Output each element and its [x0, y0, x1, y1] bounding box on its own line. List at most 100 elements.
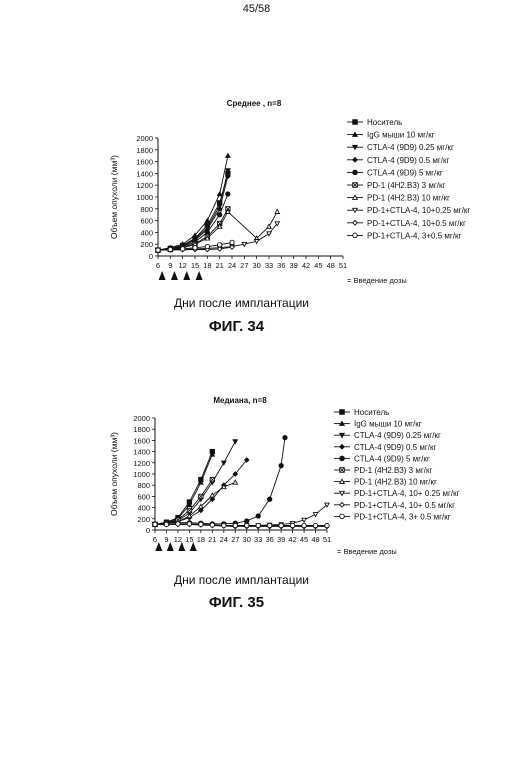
data-point-marker: [244, 522, 250, 529]
data-point-marker: [209, 451, 216, 457]
x-tick-label: 9: [168, 261, 172, 270]
data-point-marker: [351, 207, 359, 214]
legend-label: PD-1+CTLA-4, 10+ 0.5 мг/кг: [354, 501, 455, 510]
data-point-marker: [216, 205, 223, 212]
data-point-marker: [312, 522, 319, 529]
data-point-marker: [209, 477, 215, 483]
page-number: 45/58: [242, 3, 271, 15]
data-point-marker: [267, 522, 273, 529]
data-point-marker: [163, 521, 170, 528]
data-point-marker: [175, 521, 181, 527]
data-point-marker: [352, 219, 358, 226]
data-point-marker: [274, 208, 281, 214]
x-tick-label: 21: [208, 535, 216, 544]
legend-label: IgG мыши 10 мг/кг: [354, 420, 422, 429]
data-point-marker: [274, 221, 281, 227]
x-tick-label: 15: [191, 261, 199, 270]
data-point-marker: [278, 522, 284, 529]
data-point-marker: [339, 467, 345, 473]
legend-label: PD-1 (4H2.B3) 3 мг/кг: [367, 181, 445, 190]
data-point-marker: [225, 191, 231, 197]
y-tick-label: 2000: [136, 134, 153, 143]
series-line: [154, 479, 213, 525]
y-tick-label: 0: [149, 252, 153, 261]
x-tick-label: 33: [254, 535, 262, 544]
dose-marker-icon: [195, 271, 203, 280]
y-tick-label: 1600: [136, 158, 153, 167]
x-tick-label: 6: [153, 535, 157, 544]
data-point-marker: [241, 241, 248, 248]
figure-caption: ФИГ. 35: [208, 594, 265, 611]
data-point-marker: [209, 492, 216, 498]
data-point-marker: [255, 513, 261, 519]
y-tick-label: 1800: [136, 146, 153, 155]
dose-legend-note: = Введение дозы: [347, 276, 407, 285]
y-tick-label: 400: [140, 228, 153, 237]
data-point-marker: [338, 490, 346, 497]
y-tick-label: 1400: [136, 169, 153, 178]
data-point-marker: [267, 496, 273, 502]
data-point-marker: [244, 518, 250, 524]
chart-title: Среднее , n=8: [227, 99, 282, 108]
data-point-marker: [266, 223, 272, 229]
data-point-marker: [339, 443, 345, 450]
data-point-marker: [167, 246, 173, 253]
data-point-marker: [221, 522, 227, 529]
y-tick-label: 800: [140, 205, 153, 214]
dose-marker-icon: [170, 271, 178, 280]
x-tick-label: 39: [289, 261, 297, 270]
legend-label: PD-1 (4H2.B3) 10 мг/кг: [367, 194, 450, 203]
data-series: [155, 239, 235, 253]
data-point-marker: [217, 212, 223, 218]
data-point-marker: [220, 460, 227, 466]
legend-label: Носитель: [354, 408, 389, 417]
data-point-marker: [216, 246, 223, 252]
x-tick-label: 12: [174, 535, 182, 544]
dose-marker-icon: [166, 542, 174, 551]
dose-marker-icon: [158, 271, 166, 280]
y-tick-label: 2000: [133, 414, 150, 423]
series-line: [155, 523, 327, 526]
data-point-marker: [282, 434, 288, 441]
data-point-marker: [224, 168, 231, 174]
data-point-marker: [155, 247, 161, 253]
data-point-marker: [352, 156, 358, 163]
x-tick-label: 51: [339, 261, 347, 270]
data-point-marker: [351, 131, 359, 137]
data-point-marker: [338, 432, 346, 439]
legend-label: IgG мыши 10 мг/кг: [367, 131, 435, 140]
figure-caption: ФИГ. 34: [208, 318, 265, 335]
data-point-marker: [192, 245, 198, 251]
data-point-marker: [324, 522, 330, 529]
data-point-marker: [324, 502, 330, 508]
dose-marker-icon: [178, 542, 186, 551]
data-point-marker: [209, 496, 216, 503]
x-tick-label: 51: [323, 535, 331, 544]
data-point-marker: [216, 223, 223, 229]
y-tick-label: 1200: [136, 181, 153, 190]
data-point-marker: [289, 522, 296, 529]
legend-label: CTLA-4 (9D9) 0.25 мг/кг: [354, 431, 441, 440]
data-point-marker: [352, 232, 358, 239]
data-point-marker: [197, 479, 204, 485]
data-series: [152, 521, 330, 529]
data-point-marker: [220, 483, 227, 490]
x-tick-label: 24: [228, 261, 236, 270]
y-tick-label: 800: [137, 481, 150, 490]
tumor-volume-mean-chart: Среднее , n=8 0 200 400 600 800 1000 1200 1400 16…: [109, 99, 470, 285]
x-tick-label: 45: [300, 535, 308, 544]
legend-label: CTLA-4 (9D9) 5 мг/кг: [367, 168, 443, 177]
data-point-marker: [255, 522, 261, 529]
dose-marker-icon: [155, 542, 163, 551]
data-point-marker: [352, 182, 358, 188]
data-point-marker: [198, 507, 204, 514]
data-series: [152, 434, 288, 528]
data-point-marker: [243, 457, 250, 463]
legend-label: CTLA-4 (9D9) 0.25 мг/кг: [367, 143, 454, 152]
y-tick-label: 400: [137, 504, 150, 513]
data-point-marker: [186, 501, 193, 508]
x-tick-label: 30: [243, 535, 251, 544]
x-tick-label: 18: [197, 535, 205, 544]
y-tick-label: 1000: [133, 470, 150, 479]
data-point-marker: [352, 169, 358, 176]
